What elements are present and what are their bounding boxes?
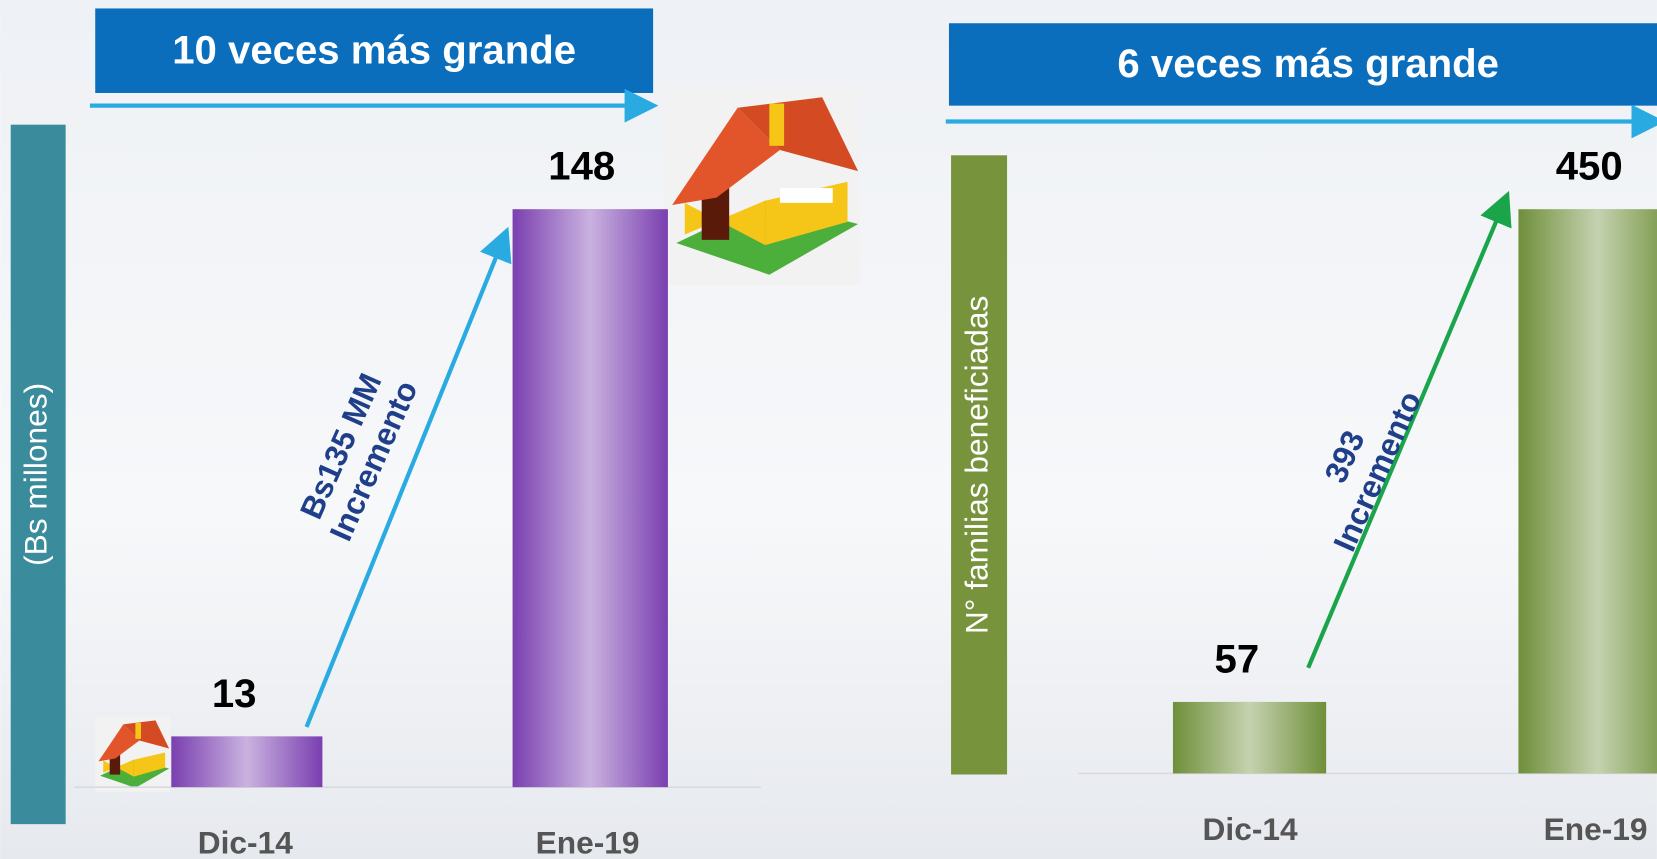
value-label: 57 bbox=[1215, 636, 1260, 681]
bar-shine bbox=[171, 736, 322, 787]
value-label: 13 bbox=[212, 671, 257, 716]
house-small bbox=[95, 716, 170, 791]
x-tick-label: Dic-14 bbox=[1203, 811, 1298, 847]
y-axis-label: N° familias beneficiadas bbox=[958, 296, 994, 635]
bar-shine bbox=[513, 209, 668, 787]
value-label: 450 bbox=[1556, 144, 1623, 189]
chart-title: 6 veces más grande bbox=[1117, 41, 1499, 86]
x-tick-label: Ene-19 bbox=[536, 825, 640, 859]
y-axis-label: (Bs millones) bbox=[18, 383, 54, 566]
x-tick-label: Dic-14 bbox=[198, 825, 293, 859]
bar-shine bbox=[1518, 209, 1657, 773]
bar-shine bbox=[1173, 702, 1326, 773]
page: 10 veces más grande (Bs millones) 13 Dic-14… bbox=[0, 0, 1657, 859]
x-tick-label: Ene-19 bbox=[1544, 811, 1648, 847]
value-label: 148 bbox=[548, 144, 615, 189]
house-large bbox=[664, 87, 861, 286]
chart-title: 10 veces más grande bbox=[172, 27, 576, 72]
